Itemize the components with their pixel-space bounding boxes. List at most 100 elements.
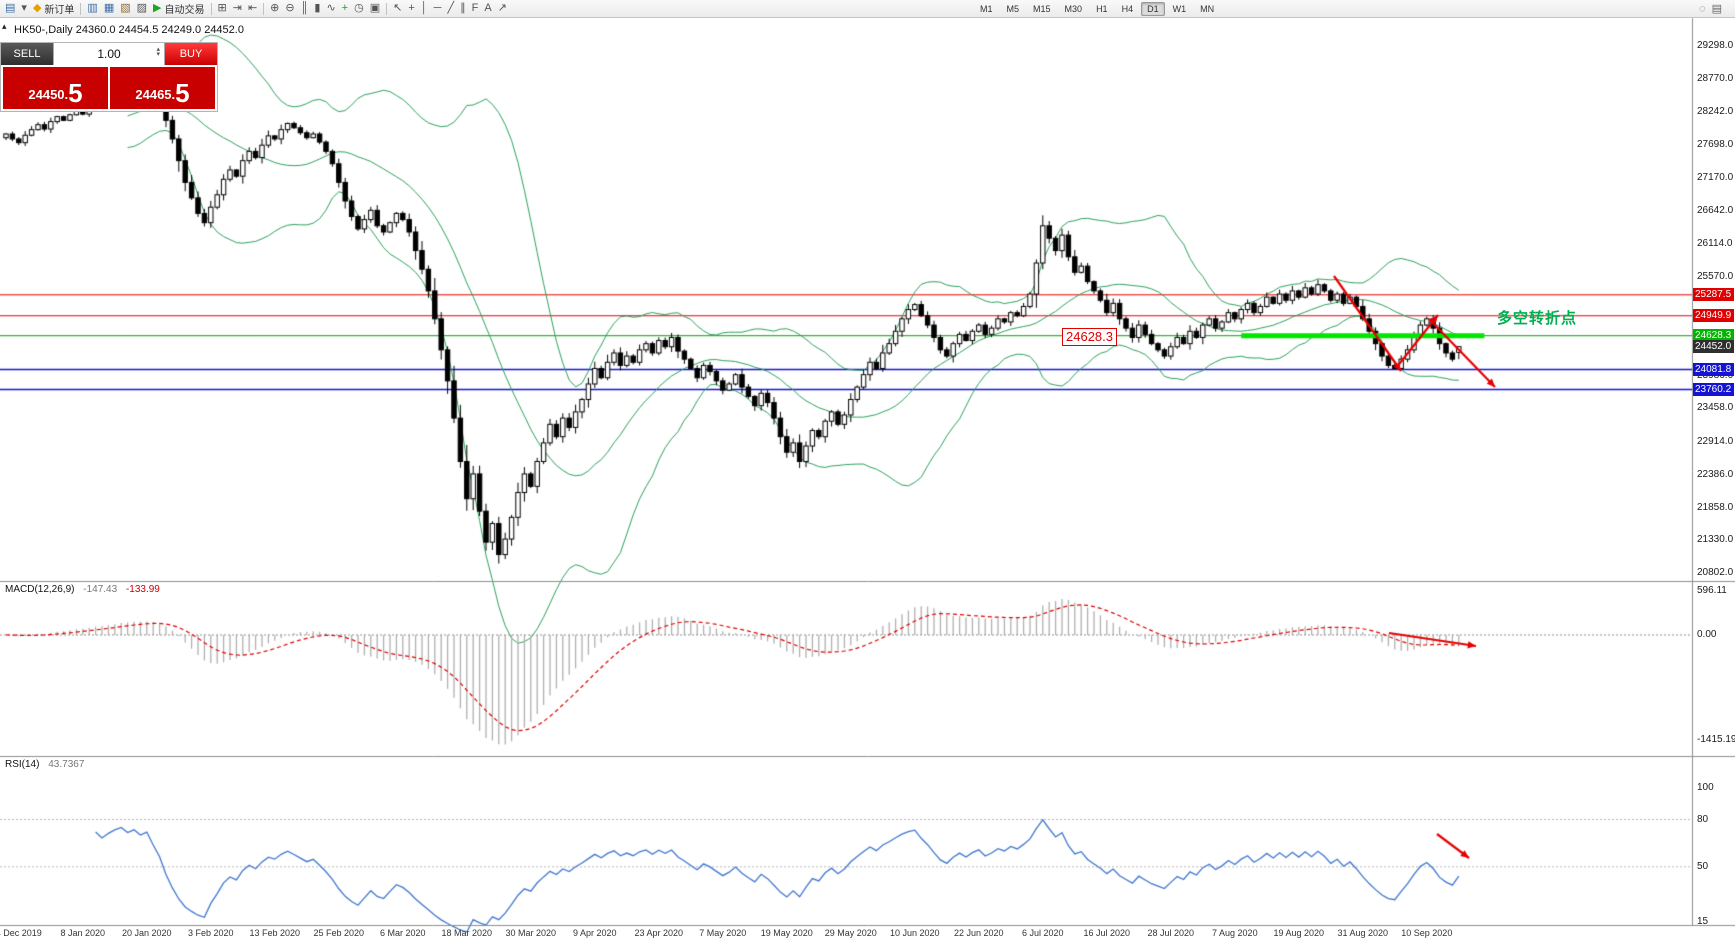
timeframe-m15[interactable]: M15 xyxy=(1033,4,1051,14)
chart-shift-icon: ⇤ xyxy=(247,2,258,14)
turning-point-annotation: 多空转折点 xyxy=(1497,310,1578,327)
vertical-line-icon[interactable]: │ xyxy=(418,1,431,17)
sell-price-button[interactable]: 24450. 5 xyxy=(3,67,108,109)
chart-ohlc-info: HK50-,Daily 24360.0 24454.5 24249.0 2445… xyxy=(14,24,244,36)
templates-icon[interactable]: ▣ xyxy=(367,1,383,17)
zoom-out-icon: ⊖ xyxy=(285,2,295,14)
collapse-trade-panel-icon[interactable]: ▴ xyxy=(2,21,7,31)
timeframe-h1[interactable]: H1 xyxy=(1096,4,1108,14)
timeframe-m30[interactable]: M30 xyxy=(1064,4,1083,14)
rsi-indicator-label: RSI(14) 43.7367 xyxy=(5,759,84,770)
macd-signal-value: -133.99 xyxy=(125,584,160,595)
price-level-tag[interactable]: 24628.3 xyxy=(1062,328,1117,346)
arrows-icon: ↗ xyxy=(497,2,507,14)
sell-button[interactable]: SELL xyxy=(1,43,53,65)
timeframe-m1[interactable]: M1 xyxy=(980,4,993,14)
indicators-icon[interactable]: + xyxy=(339,1,351,17)
volume-stepper[interactable]: 1.00 ▴ ▾ xyxy=(53,43,165,65)
search-icon[interactable]: ◌ xyxy=(1696,1,1709,17)
candlestick-icon: ▮ xyxy=(314,2,321,14)
horizontal-line-icon[interactable]: ─ xyxy=(431,1,445,17)
toolbar-separator xyxy=(210,2,212,15)
zoom-in-icon[interactable]: ⊕ xyxy=(267,1,282,17)
timeframe-m5[interactable]: M5 xyxy=(1006,4,1020,14)
sell-price-main: 24450. xyxy=(28,87,69,102)
equidistant-channel-icon[interactable]: ∥ xyxy=(457,1,469,17)
buy-price-big-digit: 5 xyxy=(175,78,190,108)
autoscroll-icon[interactable]: ⇥ xyxy=(230,1,245,17)
horizontal-line-icon: ─ xyxy=(433,2,442,14)
crosshair-icon[interactable]: + xyxy=(405,1,417,17)
zoom-in-icon: ⊕ xyxy=(270,2,280,14)
sell-price-big-digit: 5 xyxy=(68,78,83,108)
navigator-icon[interactable]: ▧ xyxy=(117,1,133,17)
zoom-out-icon[interactable]: ⊖ xyxy=(282,1,297,17)
bar-chart-icon: ║ xyxy=(300,2,309,14)
chart-shift-icon[interactable]: ⇤ xyxy=(245,1,260,17)
buy-button[interactable]: BUY xyxy=(165,43,217,65)
indicators-icon: + xyxy=(341,2,349,14)
volume-value[interactable]: 1.00 xyxy=(97,47,121,61)
line-chart-icon: ∿ xyxy=(326,2,336,14)
text-label-icon[interactable]: A xyxy=(481,1,494,17)
volume-down-icon[interactable]: ▾ xyxy=(156,51,160,58)
toolbar-right-group: ◌ ▤ xyxy=(1696,0,1725,18)
fibonacci-icon: F xyxy=(471,2,479,14)
new-order-button[interactable]: ◆ 新订单 xyxy=(30,1,77,17)
navigator-icon: ▧ xyxy=(120,2,131,14)
terminal-icon: ▨ xyxy=(136,2,148,14)
buy-price-button[interactable]: 24465. 5 xyxy=(110,67,215,109)
new-chart-icon[interactable]: ▤ xyxy=(2,1,18,17)
bar-chart-icon[interactable]: ║ xyxy=(298,1,312,17)
autotrading-button[interactable]: ▶ 自动交易 xyxy=(150,1,207,17)
fibonacci-icon[interactable]: F xyxy=(469,1,482,17)
rsi-name: RSI(14) xyxy=(5,759,40,770)
market-watch-icon[interactable]: ▥ xyxy=(84,1,100,17)
timeframe-h4[interactable]: H4 xyxy=(1121,4,1134,14)
window-list-icon[interactable]: ▤ xyxy=(1709,1,1725,17)
data-window-icon[interactable]: ▦ xyxy=(101,1,117,17)
timeframe-w1[interactable]: W1 xyxy=(1172,4,1187,14)
chart-profiles-icon[interactable]: ▾ xyxy=(18,1,30,17)
macd-value: -147.43 xyxy=(83,584,118,595)
rsi-value: 43.7367 xyxy=(48,759,85,770)
autoscroll-icon: ⇥ xyxy=(232,2,242,14)
data-window-icon: ▦ xyxy=(103,2,115,14)
toolbar-separator xyxy=(263,2,265,15)
cursor-icon: ↖ xyxy=(393,2,403,14)
macd-name: MACD(12,26,9) xyxy=(5,584,75,595)
volume-arrows: ▴ ▾ xyxy=(156,46,160,58)
vertical-line-icon: │ xyxy=(420,2,428,14)
periods-icon[interactable]: ◷ xyxy=(351,1,367,17)
volume-up-icon[interactable]: ▴ xyxy=(156,46,160,53)
new-chart-icon: ▤ xyxy=(5,2,16,14)
one-click-trading-panel: SELL 1.00 ▴ ▾ BUY 24450. 5 24465. 5 xyxy=(0,42,218,112)
terminal-icon[interactable]: ▨ xyxy=(134,1,150,17)
periods-icon: ◷ xyxy=(354,2,364,14)
new-order-button-label: 新订单 xyxy=(44,5,75,16)
tile-windows-icon[interactable]: ⊞ xyxy=(215,1,230,17)
crosshair-icon: + xyxy=(408,2,415,14)
toolbar-separator xyxy=(386,2,388,15)
timeframe-mn[interactable]: MN xyxy=(1200,4,1215,14)
trendline-icon: ╱ xyxy=(447,2,455,14)
autotrading-icon: ▶ xyxy=(153,2,162,14)
cursor-icon[interactable]: ↖ xyxy=(390,1,405,17)
new-order-icon: ◆ xyxy=(32,2,42,14)
autotrading-button-label: 自动交易 xyxy=(164,5,205,16)
arrows-icon[interactable]: ↗ xyxy=(495,1,510,17)
macd-indicator-label: MACD(12,26,9) -147.43 -133.99 xyxy=(5,584,160,595)
timeframe-d1[interactable]: D1 xyxy=(1141,2,1165,16)
line-chart-icon[interactable]: ∿ xyxy=(323,1,338,17)
equidistant-channel-icon: ∥ xyxy=(460,2,466,14)
market-watch-icon: ▥ xyxy=(87,2,98,14)
toolbar-separator xyxy=(80,2,82,15)
timeframe-toolbar: M1 M5 M15 M30 H1 H4 D1 W1 MN xyxy=(973,0,1221,18)
text-label-icon: A xyxy=(484,2,492,14)
trendline-icon[interactable]: ╱ xyxy=(444,1,457,17)
tile-windows-icon: ⊞ xyxy=(217,2,227,14)
candlestick-icon[interactable]: ▮ xyxy=(311,1,323,17)
window-list-icon: ▤ xyxy=(1711,2,1722,15)
